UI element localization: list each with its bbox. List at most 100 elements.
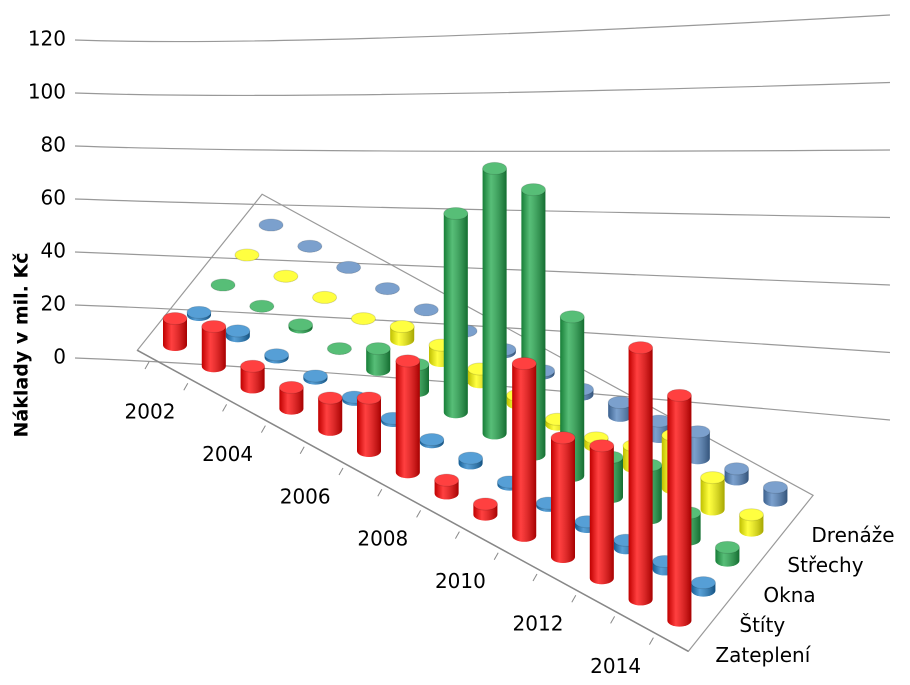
bar-top-light	[288, 318, 313, 331]
bar-top-light	[225, 324, 250, 337]
series-label: Zateplení	[715, 643, 811, 667]
bar-top	[201, 319, 227, 333]
bar-top-light	[357, 392, 381, 404]
cylinder	[278, 380, 304, 415]
cylinder	[589, 439, 615, 585]
bar-top-light	[273, 270, 298, 283]
bar-shade	[700, 477, 725, 516]
bar-top-light	[434, 474, 459, 487]
cylinder	[443, 206, 469, 419]
cylinder	[162, 312, 188, 351]
bar-top-light	[211, 279, 235, 291]
bar-top-light	[327, 342, 352, 355]
x-tick-label: 2002	[125, 400, 176, 424]
cylinder	[312, 290, 338, 304]
bar-top	[288, 318, 314, 332]
bar-top	[520, 183, 546, 197]
series-label: Střechy	[787, 553, 863, 577]
bar-top	[724, 462, 750, 476]
bar-top-light	[739, 508, 764, 521]
bar-top	[317, 391, 343, 405]
bar-top-light	[551, 431, 575, 444]
bar-shade	[482, 168, 507, 440]
cylinder	[225, 324, 251, 343]
bar-top	[249, 299, 275, 313]
bar-top-light	[647, 415, 671, 428]
bar-top	[413, 303, 439, 317]
bar-top-light	[443, 207, 468, 220]
grid-line	[74, 304, 891, 354]
x-tick	[493, 552, 499, 561]
bar-top-light	[303, 369, 328, 382]
y-tick-label: 60	[41, 186, 66, 210]
bar-top-light	[700, 471, 725, 484]
cylinder	[419, 433, 445, 449]
bar-top-light	[414, 303, 439, 316]
bar-top	[434, 473, 460, 487]
bar-top	[278, 380, 304, 394]
bar-top	[273, 269, 299, 283]
cylinder	[511, 357, 537, 542]
bar-top-light	[318, 392, 343, 404]
bar-top	[234, 248, 260, 262]
cylinder	[210, 278, 236, 292]
bar-top	[762, 480, 788, 494]
bar-top-light	[312, 291, 337, 304]
cylinder	[186, 305, 212, 321]
bar-top	[336, 260, 362, 274]
bar-top-light	[336, 261, 361, 274]
bar-top	[559, 310, 585, 324]
bar-top-light	[560, 310, 585, 323]
cylinder	[264, 348, 290, 364]
bar-top	[302, 369, 328, 383]
x-tick	[571, 594, 577, 603]
x-tick-label: 2008	[357, 527, 408, 551]
bar-top-light	[458, 452, 483, 465]
bar-shade	[628, 347, 653, 606]
cylinder	[297, 239, 323, 253]
bar-top	[326, 342, 352, 356]
bar-top	[374, 282, 400, 296]
cylinder	[458, 451, 484, 470]
bar-shade	[589, 445, 614, 585]
bar-top-light	[279, 381, 304, 394]
bar-top-light	[685, 425, 710, 438]
bar-top-light	[249, 300, 274, 313]
bar-top-light	[240, 360, 265, 373]
x-axis	[136, 349, 689, 652]
cylinder	[434, 473, 460, 500]
bar-shade	[443, 213, 468, 419]
bar-top	[628, 341, 654, 355]
bar-top-light	[482, 162, 507, 175]
bar-top-light	[724, 462, 749, 475]
bar-top-light	[395, 354, 420, 367]
bar-top	[738, 508, 764, 522]
bar-shade	[279, 387, 304, 415]
y-axis-title: Náklady v mil. Kč	[11, 253, 33, 438]
cylinder	[336, 260, 362, 274]
cylinder	[288, 318, 314, 334]
grid-line	[74, 81, 891, 97]
bar-top	[700, 471, 726, 485]
bar-top	[458, 451, 484, 465]
bar-shade	[395, 360, 420, 479]
bar-top-light	[763, 481, 788, 494]
cylinder	[258, 218, 284, 232]
cylinder	[413, 303, 439, 317]
cylinder	[240, 359, 266, 394]
bar-shade	[163, 318, 187, 351]
y-tick-label: 20	[41, 292, 66, 316]
grid-line	[74, 357, 891, 421]
bar-top-light	[163, 312, 187, 325]
cylinder	[234, 248, 260, 262]
cylinder	[326, 342, 352, 356]
cylinder	[201, 319, 227, 373]
bar-top	[550, 431, 576, 445]
bar-top	[511, 357, 537, 371]
bar-top-light	[366, 342, 391, 355]
bar-top-light	[667, 389, 692, 402]
bar-top	[482, 161, 508, 175]
x-tick	[183, 382, 189, 391]
x-tick	[377, 488, 383, 497]
cylinder	[350, 312, 376, 326]
